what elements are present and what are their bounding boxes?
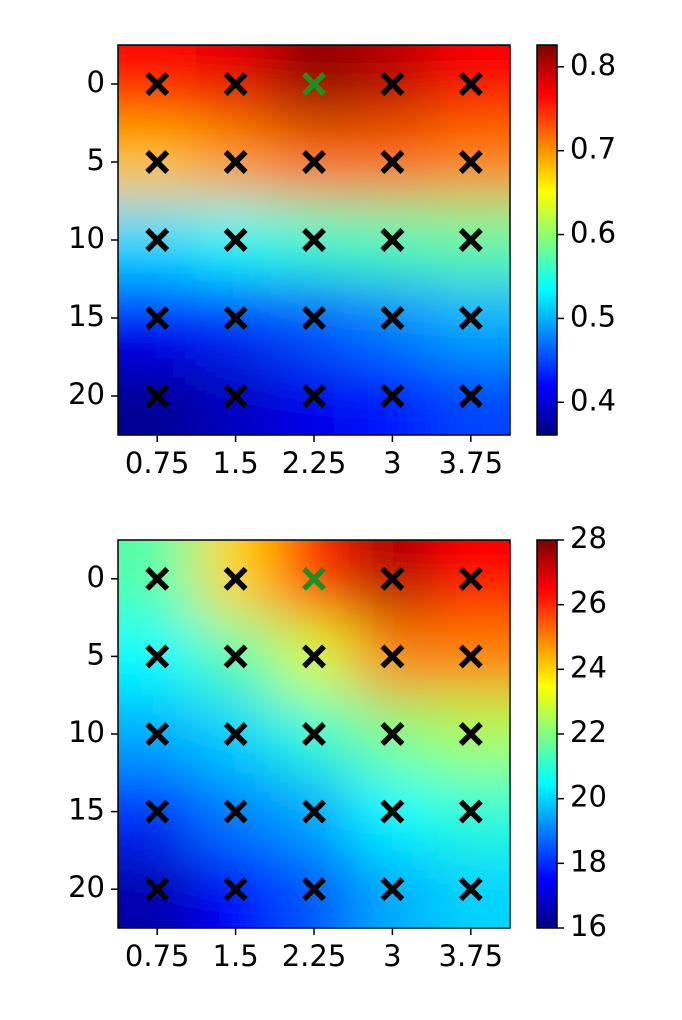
marker: [458, 722, 483, 746]
heatmap-cells: [118, 45, 510, 435]
marker: [302, 228, 326, 252]
marker: [223, 877, 248, 902]
marker: [145, 877, 170, 902]
y-tick-label: 5: [87, 637, 105, 671]
colorbar-tick-label: 18: [570, 844, 607, 878]
colorbar-tick-label: 28: [570, 521, 607, 555]
y-tick-label: 0: [87, 65, 105, 99]
y-tick-label: 20: [68, 377, 105, 411]
marker: [458, 72, 483, 96]
x-tick-label: 1.5: [213, 446, 259, 480]
marker: [145, 644, 170, 669]
marker: [380, 799, 405, 824]
colorbar-tick-label: 20: [570, 780, 607, 814]
marker: [145, 228, 170, 252]
heatmap-cell: [196, 45, 276, 124]
y-tick-label: 20: [68, 870, 105, 904]
heatmap-cell: [274, 45, 354, 124]
heatmap: [118, 45, 510, 435]
marker: [223, 150, 248, 174]
marker: [145, 799, 170, 824]
x-tick-label: 1.5: [213, 939, 259, 973]
heatmap-cell: [353, 45, 433, 124]
marker: [302, 384, 326, 408]
colorbar-tick-label: 16: [570, 909, 607, 943]
highlight-marker: [302, 566, 326, 591]
marker: [380, 72, 405, 96]
colorbar-tick-label: 0.4: [570, 383, 616, 417]
x-tick-label: 3.75: [439, 939, 504, 973]
colorbar-tick-label: 0.5: [570, 299, 616, 333]
marker: [302, 877, 326, 902]
marker: [145, 150, 170, 174]
colorbar-tick-label: 26: [570, 586, 607, 620]
marker: [223, 384, 248, 408]
marker: [458, 799, 483, 824]
marker: [302, 644, 326, 669]
x-tick-label: 3: [383, 939, 401, 973]
y-tick-label: 5: [87, 143, 105, 177]
y-tick-label: 0: [87, 560, 105, 594]
y-tick-label: 10: [68, 221, 105, 255]
marker: [458, 306, 483, 330]
marker: [380, 150, 405, 174]
x-tick-label: 2.25: [282, 939, 347, 973]
colorbar-tick-label: 22: [570, 715, 607, 749]
highlight-marker: [302, 72, 326, 96]
colorbar: [536, 44, 558, 436]
marker: [302, 150, 326, 174]
marker: [223, 228, 248, 252]
marker: [380, 644, 405, 669]
marker: [145, 306, 170, 330]
colorbar-tick-label: 0.7: [570, 132, 616, 166]
colorbar-tick-label: 24: [570, 650, 607, 684]
heatmap-cell: [118, 45, 197, 124]
marker: [380, 566, 405, 591]
heatmap-cell: [196, 850, 276, 928]
marker: [458, 150, 483, 174]
marker: [145, 722, 170, 746]
x-tick-label: 0.75: [125, 446, 190, 480]
y-tick-label: 15: [68, 793, 105, 827]
marker: [223, 72, 248, 96]
marker: [145, 72, 170, 96]
x-tick-label: 2.25: [282, 446, 347, 480]
marker: [145, 566, 170, 591]
marker: [302, 799, 326, 824]
marker: [458, 877, 483, 902]
colorbar: [536, 539, 558, 929]
marker: [458, 228, 483, 252]
marker: [302, 722, 326, 746]
marker: [380, 384, 405, 408]
marker: [380, 877, 405, 902]
marker: [380, 228, 405, 252]
colorbar-tick-label: 0.8: [570, 48, 616, 82]
marker: [145, 384, 170, 408]
marker: [380, 306, 405, 330]
heatmap-cell: [274, 850, 354, 928]
marker: [223, 566, 248, 591]
marker: [458, 566, 483, 591]
marker: [380, 722, 405, 746]
colorbar-tick-label: 0.6: [570, 216, 616, 250]
y-tick-label: 10: [68, 715, 105, 749]
marker: [223, 722, 248, 746]
marker: [223, 306, 248, 330]
x-tick-label: 3: [383, 446, 401, 480]
x-tick-label: 3.75: [439, 446, 504, 480]
x-tick-label: 0.75: [125, 939, 190, 973]
y-tick-label: 15: [68, 299, 105, 333]
marker: [302, 306, 326, 330]
marker: [223, 799, 248, 824]
marker: [458, 644, 483, 669]
marker: [458, 384, 483, 408]
marker: [223, 644, 248, 669]
heatmap-cell: [353, 850, 433, 928]
